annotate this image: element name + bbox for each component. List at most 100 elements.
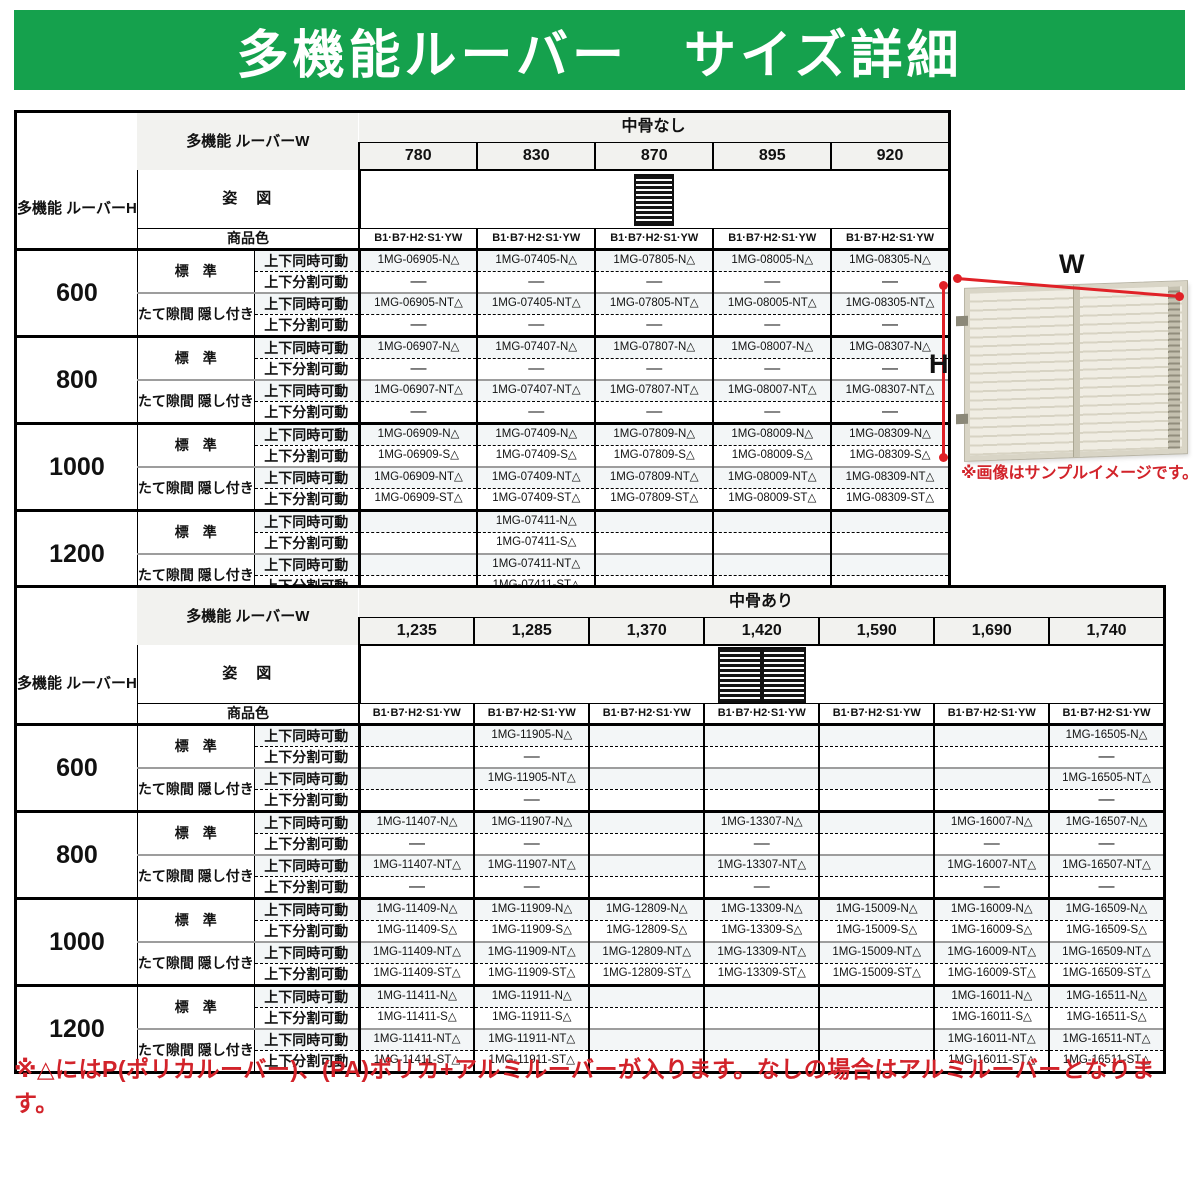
panel-side-rail [1168, 286, 1180, 449]
empty-cell [588, 854, 705, 877]
product-code-cell: 1MG-16509-S△ [1048, 920, 1165, 942]
movement-type-label: 上下同時可動 [253, 292, 360, 315]
product-code-cell: 1MG-07805-NT△ [594, 292, 714, 315]
dash-cell: — [357, 271, 478, 293]
product-code-cell: 1MG-16011-NT△ [933, 1028, 1050, 1051]
empty-cell [830, 553, 950, 576]
empty-cell [703, 1050, 820, 1073]
width-value-header: 1,690 [933, 617, 1050, 646]
product-code-cell: 1MG-15009-S△ [818, 920, 935, 942]
height-value: 800 [15, 810, 138, 899]
empty-cell [830, 532, 950, 554]
width-value-header: 895 [712, 142, 832, 171]
product-code-cell: 1MG-08009-ST△ [712, 488, 832, 511]
empty-cell [357, 723, 475, 747]
empty-cell [818, 810, 935, 834]
product-code-cell: 1MG-16505-N△ [1048, 723, 1165, 747]
empty-cell [818, 1007, 935, 1029]
product-code-cell: 1MG-11411-N△ [357, 984, 475, 1008]
empty-cell [588, 810, 705, 834]
empty-cell [703, 746, 820, 768]
figure-label: 姿 図 [136, 170, 360, 229]
height-value: 1000 [15, 422, 138, 511]
width-value-header: 920 [830, 142, 950, 171]
category-standard: 標 準 [136, 248, 255, 293]
figure-area [357, 170, 950, 229]
width-value-header: 1,590 [818, 617, 935, 646]
mount-bracket [956, 315, 968, 327]
category-standard: 標 準 [136, 810, 255, 855]
product-code-cell: 1MG-11407-NT△ [357, 854, 475, 877]
height-dimension-line [942, 285, 945, 457]
product-code-cell: 1MG-11909-S△ [473, 920, 590, 942]
louver-panel-photo [956, 280, 1188, 462]
product-code-cell: 1MG-11911-NT△ [473, 1028, 590, 1051]
product-code-cell: 1MG-06905-NT△ [357, 292, 478, 315]
product-code-cell: 1MG-11409-ST△ [357, 963, 475, 986]
movement-type-label: 上下分割可動 [253, 532, 360, 554]
height-axis-label: 多機能 ルーバーH [15, 645, 138, 725]
louver-figure [634, 173, 675, 226]
empty-cell [357, 509, 478, 533]
height-value: 600 [15, 248, 138, 337]
category-standard: 標 準 [136, 984, 255, 1029]
corner-cell [15, 586, 138, 645]
empty-cell [703, 723, 820, 747]
empty-cell [933, 789, 1050, 812]
rib-type-header: 中骨あり [359, 586, 1165, 618]
product-code-cell: 1MG-11909-NT△ [473, 941, 590, 964]
dash-cell: — [357, 401, 478, 424]
movement-type-label: 上下同時可動 [253, 335, 360, 359]
dash-cell: — [1048, 789, 1165, 812]
product-code-cell: 1MG-08309-N△ [830, 422, 950, 446]
empty-cell [830, 509, 950, 533]
height-value: 800 [15, 335, 138, 424]
empty-cell [703, 789, 820, 812]
product-code-cell: 1MG-16509-ST△ [1048, 963, 1165, 986]
product-code-cell: 1MG-06909-S△ [357, 445, 478, 467]
corner-cell [15, 111, 138, 170]
product-code-cell: 1MG-08005-NT△ [712, 292, 832, 315]
dash-cell: — [830, 314, 950, 337]
product-code-cell: 1MG-12809-N△ [588, 897, 705, 921]
movement-type-label: 上下同時可動 [253, 767, 360, 790]
dash-cell: — [594, 358, 714, 380]
dimension-endpoint [953, 274, 962, 283]
width-value-header: 1,740 [1048, 617, 1165, 646]
empty-cell [818, 1028, 935, 1051]
empty-cell [588, 1028, 705, 1051]
product-code-cell: 1MG-08307-N△ [830, 335, 950, 359]
dash-cell: — [473, 746, 590, 768]
product-code-cell: 1MG-16011-ST△ [933, 1050, 1050, 1073]
empty-cell [712, 532, 832, 554]
product-code-cell: 1MG-11911-ST△ [473, 1050, 590, 1073]
product-code-cell: 1MG-06909-ST△ [357, 488, 478, 511]
product-code-cell: 1MG-13309-N△ [703, 897, 820, 921]
product-code-cell: 1MG-06907-N△ [357, 335, 478, 359]
movement-type-label: 上下同時可動 [253, 379, 360, 402]
dash-cell: — [473, 876, 590, 899]
product-code-cell: 1MG-11905-NT△ [473, 767, 590, 790]
color-codes: B1·B7·H2·S1·YW [358, 228, 478, 250]
product-code-cell: 1MG-07411-NT△ [476, 553, 596, 576]
product-code-cell: 1MG-15009-NT△ [818, 941, 935, 964]
width-value-header: 1,235 [358, 617, 475, 646]
product-code-cell: 1MG-07407-N△ [476, 335, 596, 359]
movement-type-label: 上下分割可動 [253, 358, 360, 380]
product-code-cell: 1MG-07405-N△ [476, 248, 596, 272]
category-slit-hidden: たて隙間 隠し付き [136, 466, 255, 511]
product-code-cell: 1MG-07809-ST△ [594, 488, 714, 511]
dash-cell: — [357, 358, 478, 380]
dash-cell: — [476, 358, 596, 380]
width-value-header: 1,285 [473, 617, 590, 646]
product-code-cell: 1MG-15009-N△ [818, 897, 935, 921]
dash-cell: — [473, 789, 590, 812]
category-slit-hidden: たて隙間 隠し付き [136, 941, 255, 986]
height-value: 1200 [15, 509, 138, 598]
dash-cell: — [830, 358, 950, 380]
dash-cell: — [594, 314, 714, 337]
page-title: 多機能ルーバー サイズ詳細 [236, 26, 963, 85]
dash-cell: — [1048, 876, 1165, 899]
dash-cell: — [712, 314, 832, 337]
product-code-cell: 1MG-07409-N△ [476, 422, 596, 446]
